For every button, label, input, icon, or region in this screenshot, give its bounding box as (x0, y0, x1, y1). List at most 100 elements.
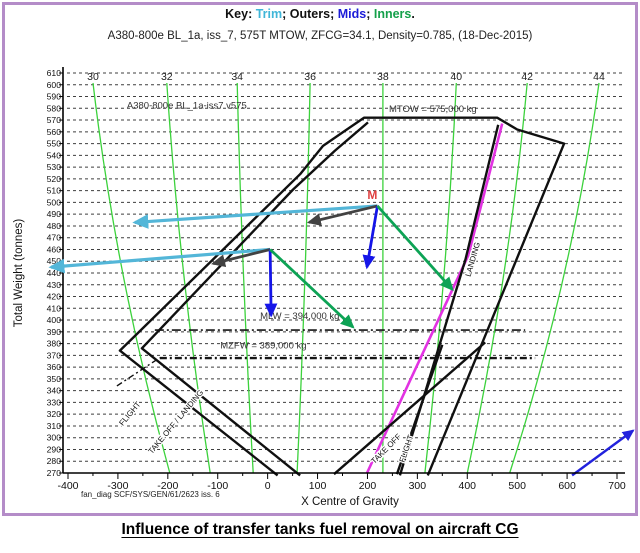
takeoff-bottom-line (333, 341, 486, 476)
y-tick-label-450: 450 (47, 256, 62, 266)
flight-bottom-line (395, 344, 444, 475)
inner-chart-title: A380-800e BL_1a-iss7 v575 (127, 100, 247, 111)
y-tick-label-570: 570 (47, 115, 62, 125)
y-tick-label-390: 390 (47, 327, 62, 337)
fan-diagram-chart: 30 32 34 36 38 40 42 44 MTOW = 575,000 kg MLW = 3… (13, 67, 635, 508)
inner-takeoff-landing-left (140, 121, 369, 477)
cg-scale-label-30: 30 (87, 71, 99, 83)
y-tick-label-290: 290 (47, 444, 62, 454)
x-tick-label-100: 100 (309, 480, 327, 492)
y-tick-label-540: 540 (47, 150, 62, 160)
x-tick-label--100: -100 (207, 480, 228, 492)
outers-transfer-arrow-lower-point (211, 248, 271, 268)
y-tick-label-320: 320 (47, 409, 62, 419)
y-axis-title: Total Weight (tonnes) (13, 219, 25, 328)
x-tick-label-700: 700 (608, 480, 626, 492)
trim-transfer-arrow-M-point (132, 204, 378, 229)
key-separator: . (411, 7, 415, 21)
cg-fan-line-36 (296, 82, 311, 474)
blue-diagonal-line (571, 429, 635, 477)
x-tick-label-400: 400 (459, 480, 477, 492)
limit-label-MLW: MLW = 394,000 kg (260, 311, 339, 322)
y-tick-label-280: 280 (47, 456, 62, 466)
y-tick-label-470: 470 (47, 233, 62, 243)
limit-label-MZFW: MZFW = 389,000 kg (220, 340, 306, 351)
x-tick-label--200: -200 (157, 480, 178, 492)
key-item-mids: Mids (337, 7, 367, 21)
y-tick-label-550: 550 (47, 139, 62, 149)
chart-footnote: fan_diag SCF/SYS/GEN/61/2623 iss. 6 (81, 490, 220, 499)
magenta-aft-cg-line (365, 123, 504, 474)
x-tick-label-0: 0 (265, 480, 271, 492)
fan-diagram-figure: Key: Trim; Outers; Mids; Inners. A380-80… (2, 2, 638, 516)
outers-transfer-arrow-M-point (306, 204, 378, 226)
cg-scale-label-42: 42 (521, 71, 533, 83)
inners-transfer-arrow-M-point (376, 205, 454, 292)
key-item-inners: Inners (373, 7, 412, 21)
cg-fan-line-44 (509, 82, 600, 474)
y-tick-label-370: 370 (47, 350, 62, 360)
chart-subtitle: A380-800e BL_1a, iss_7, 575T MTOW, ZFCG=… (107, 30, 533, 42)
y-tick-label-490: 490 (47, 209, 62, 219)
y-tick-label-530: 530 (47, 162, 62, 172)
cg-scale-label-36: 36 (304, 71, 316, 83)
y-tick-label-560: 560 (47, 127, 62, 137)
point-label-M: M (367, 188, 377, 202)
cg-fan-line-30 (92, 82, 171, 474)
chart-key-legend: Key: Trim; Outers; Mids; Inners. (5, 7, 635, 21)
y-tick-label-610: 610 (47, 68, 62, 78)
y-tick-label-270: 270 (47, 468, 62, 478)
y-tick-label-480: 480 (47, 221, 62, 231)
y-tick-label-500: 500 (47, 197, 62, 207)
cg-fan-line-32 (166, 82, 211, 474)
y-tick-label-460: 460 (47, 244, 62, 254)
key-prefix: Key: (225, 7, 256, 21)
cg-fan-line-34 (236, 82, 254, 474)
cg-scale-label-44: 44 (593, 71, 605, 83)
mids-transfer-arrow-lower-point (264, 249, 278, 318)
figure-caption: Influence of transfer tanks fuel removal… (121, 521, 519, 538)
cg-scale-label-38: 38 (377, 71, 389, 83)
y-tick-label-430: 430 (47, 280, 62, 290)
trim-transfer-arrow-lower-point (48, 247, 271, 274)
y-tick-label-400: 400 (47, 315, 62, 325)
y-tick-label-440: 440 (47, 268, 62, 278)
key-item-outers: Outers (289, 7, 331, 21)
x-tick-label-500: 500 (508, 480, 526, 492)
y-tick-label-360: 360 (47, 362, 62, 372)
y-tick-label-330: 330 (47, 397, 62, 407)
y-tick-label-410: 410 (47, 303, 62, 313)
y-tick-label-420: 420 (47, 292, 62, 302)
key-item-trim: Trim (255, 7, 283, 21)
x-tick-label--300: -300 (107, 480, 128, 492)
inners-transfer-arrow-lower-point (269, 248, 355, 329)
y-tick-label-300: 300 (47, 433, 62, 443)
x-axis-title: X Centre of Gravity (301, 496, 399, 508)
mzfw-left-extension (116, 357, 161, 387)
envelope-label-1-take-off-landing: TAKE OFF / LANDING (146, 388, 205, 456)
mids-transfer-arrow-M-point (362, 205, 379, 270)
y-tick-label-520: 520 (47, 174, 62, 184)
cg-scale-label-34: 34 (231, 71, 243, 83)
key-separator: ; (366, 7, 374, 21)
x-tick-label-200: 200 (359, 480, 377, 492)
y-tick-label-310: 310 (47, 421, 62, 431)
y-tick-label-380: 380 (47, 339, 62, 349)
key-separator: ; (330, 7, 338, 21)
cg-scale-label-32: 32 (161, 71, 173, 83)
y-tick-label-510: 510 (47, 186, 62, 196)
cg-scale-label-40: 40 (450, 71, 462, 83)
outer-flight-envelope (118, 116, 566, 477)
cg-fan-line-42 (466, 82, 528, 474)
x-tick-label-600: 600 (558, 480, 576, 492)
y-tick-label-350: 350 (47, 374, 62, 384)
x-tick-label--400: -400 (57, 480, 78, 492)
key-separator: ; (282, 7, 290, 21)
y-tick-label-580: 580 (47, 103, 62, 113)
limit-label-MTOW: MTOW = 575,000 kg (389, 104, 477, 115)
x-tick-label-300: 300 (409, 480, 427, 492)
y-tick-label-340: 340 (47, 386, 62, 396)
y-tick-label-590: 590 (47, 92, 62, 102)
y-tick-label-600: 600 (47, 80, 62, 90)
